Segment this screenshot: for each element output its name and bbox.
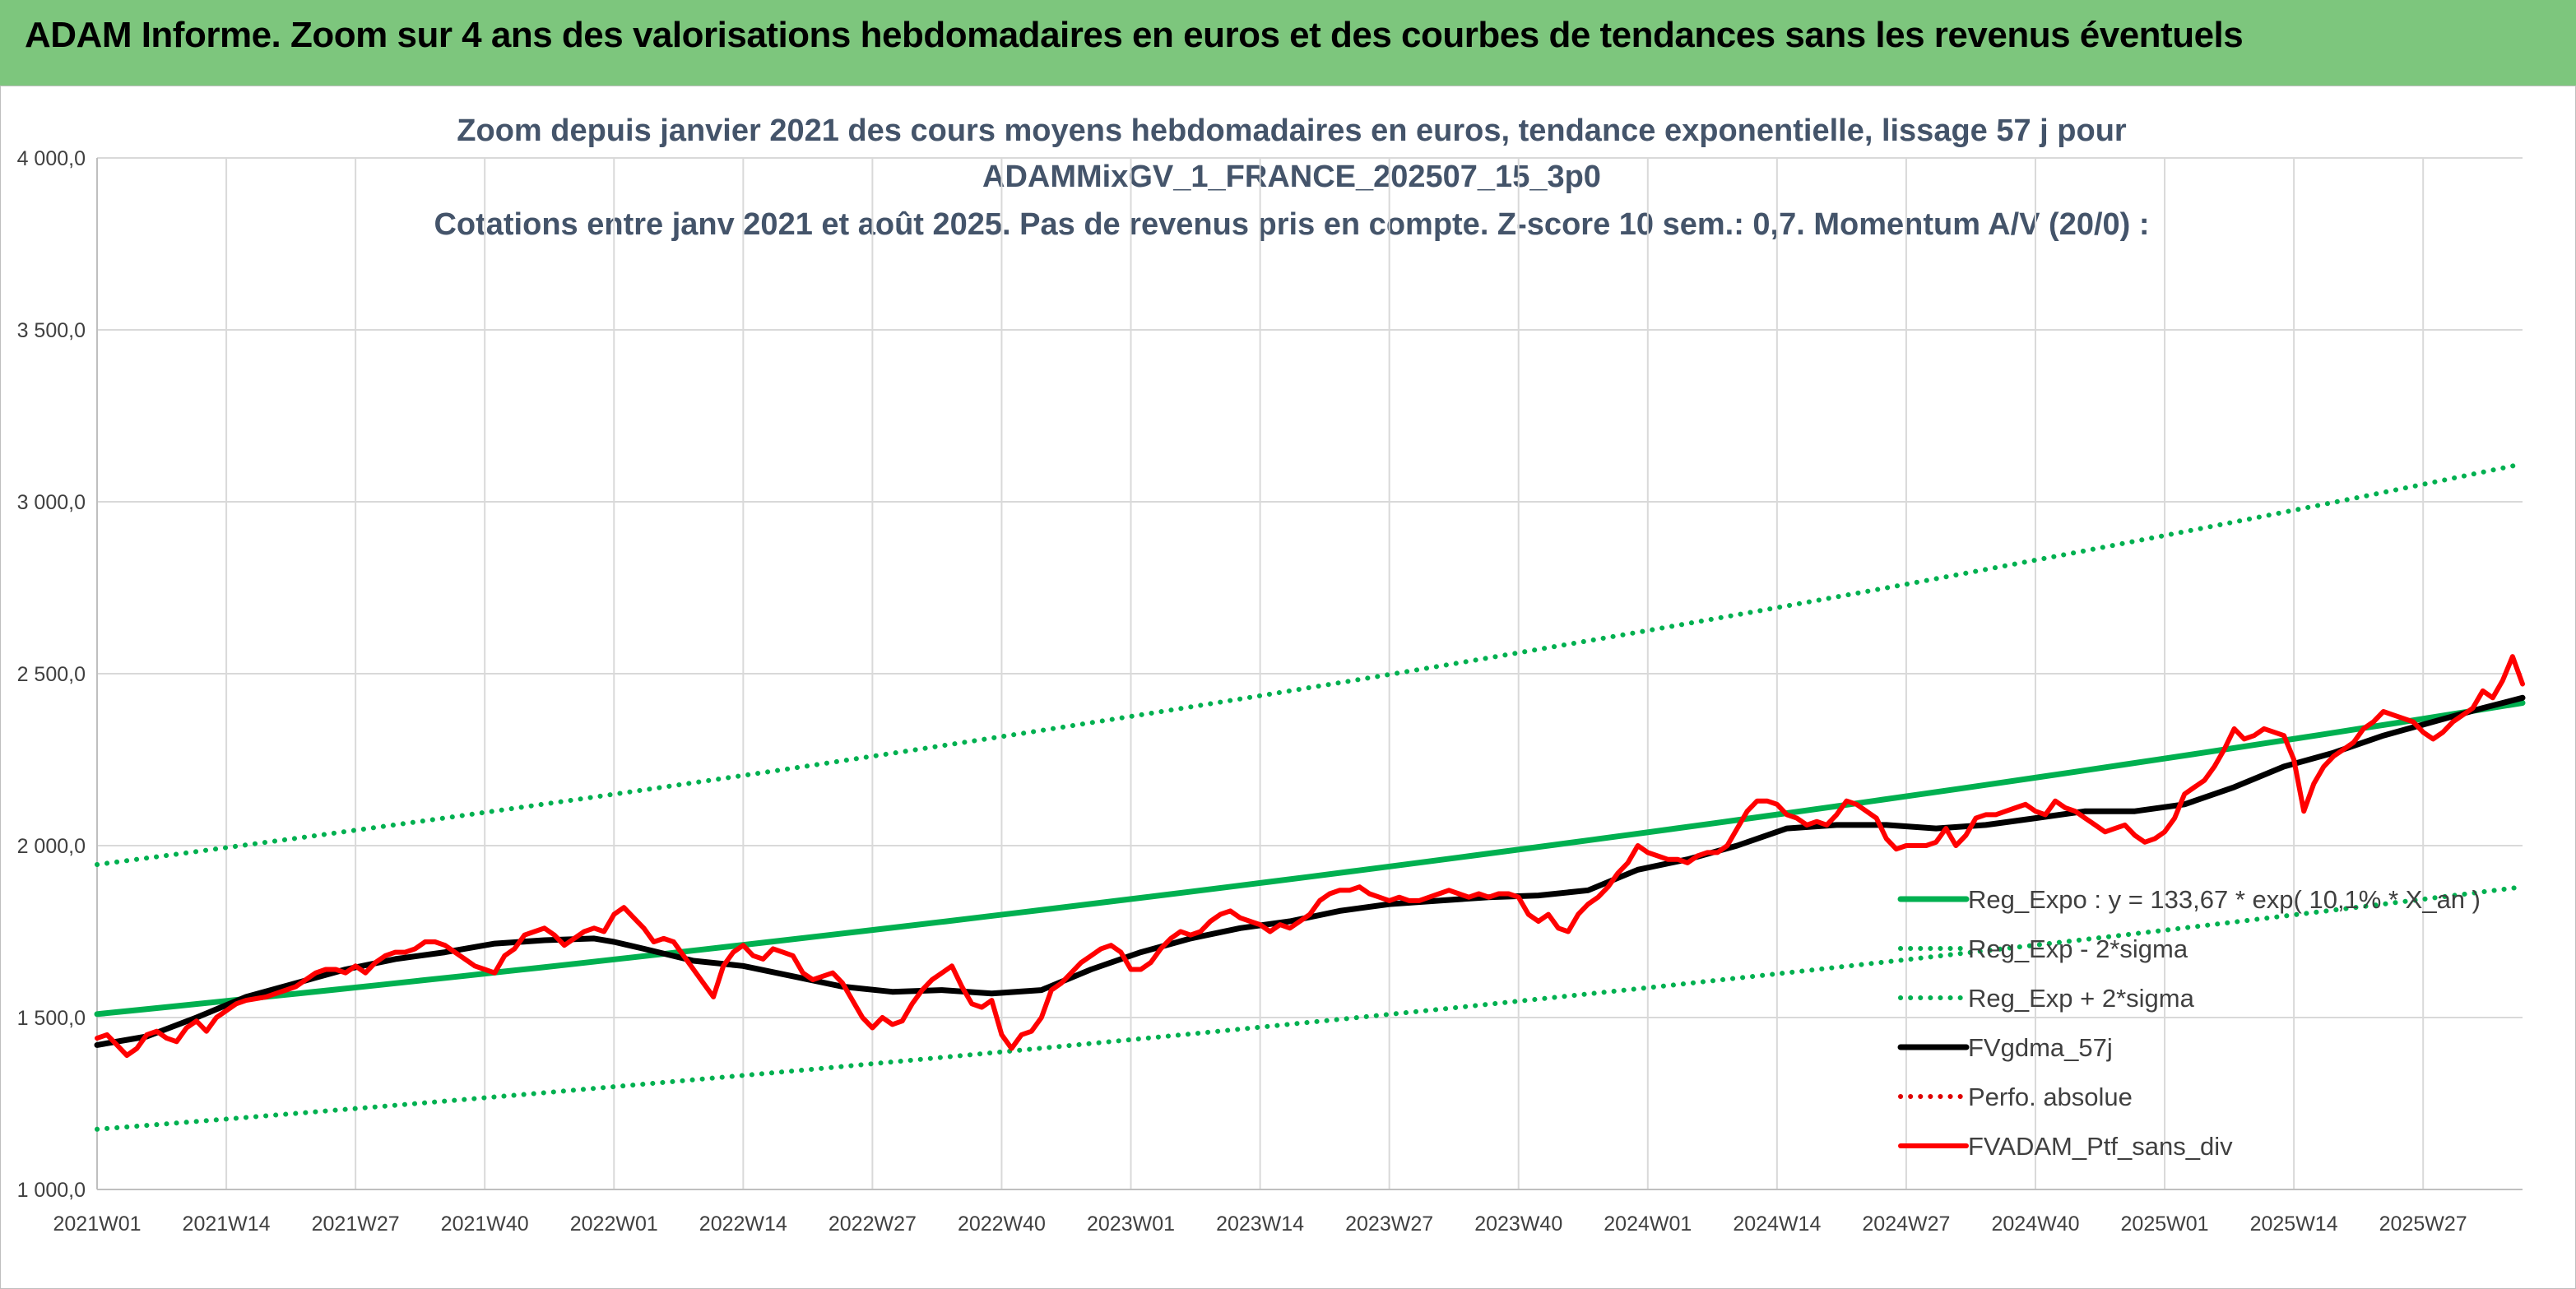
series-line-1 [95,884,2525,1132]
y-tick-label: 2 500,0 [17,663,86,686]
legend-label: Reg_Exp + 2*sigma [1968,984,2195,1013]
chart-area [0,86,2576,1289]
legend-label: Reg_Expo : y = 133,67 * exp( 10,1% * X_a… [1968,885,2481,914]
series-line-5 [95,654,2525,1058]
legend-label: FVgdma_57j [1968,1033,2113,1062]
header-banner: ADAM Informe. Zoom sur 4 ans des valoris… [0,0,2576,87]
y-tick-label: 4 000,0 [17,147,86,170]
x-tick-label: 2022W01 [570,1212,658,1236]
legend-label: Perfo. absolue [1968,1083,2133,1111]
y-tick-label: 3 500,0 [17,319,86,342]
x-tick-label: 2022W40 [958,1212,1046,1236]
x-tick-label: 2025W14 [2250,1212,2338,1236]
series-line-3 [94,694,2526,1048]
x-tick-label: 2024W40 [1991,1212,2079,1236]
x-tick-label: 2022W27 [828,1212,917,1236]
y-tick-label: 1 000,0 [17,1179,86,1202]
series-line-2 [95,461,2525,867]
series-line-0 [94,700,2526,1018]
legend-label: FVADAM_Ptf_sans_div [1968,1132,2233,1161]
x-tick-label: 2021W14 [183,1212,271,1236]
x-tick-label: 2024W14 [1733,1212,1821,1236]
page-title: ADAM Informe. Zoom sur 4 ans des valoris… [25,15,2244,55]
grid-lines [96,157,2523,1190]
x-tick-label: 2021W27 [312,1212,400,1236]
x-tick-label: 2021W40 [441,1212,529,1236]
x-tick-label: 2022W14 [699,1212,787,1236]
x-tick-label: 2024W27 [1862,1212,1950,1236]
x-tick-label: 2021W01 [53,1212,141,1236]
series-layer [94,461,2526,1132]
chart-title-line-1: Zoom depuis janvier 2021 des cours moyen… [457,114,2127,148]
y-tick-label: 3 000,0 [17,491,86,514]
x-tick-label: 2023W01 [1087,1212,1175,1236]
x-tick-label: 2023W14 [1216,1212,1304,1236]
chart-title-line-3: Cotations entre janv 2021 et août 2025. … [434,207,2150,242]
x-tick-label: 2023W40 [1474,1212,1562,1236]
x-tick-label: 2024W01 [1604,1212,1692,1236]
tick-labels: 1 000,0 1 500,0 2 000,0 2 500,0 3 000,0 3 500… [17,147,2467,1236]
x-tick-label: 2025W27 [2379,1212,2467,1236]
legend-label: Reg_Exp - 2*sigma [1968,934,2188,963]
x-tick-label: 2025W01 [2121,1212,2209,1236]
chart-title-line-2: ADAMMixGV_1_FRANCE_202507_15_3p0 [982,160,1601,194]
y-tick-label: 1 500,0 [17,1007,86,1030]
y-tick-label: 2 000,0 [17,835,86,858]
x-tick-label: 2023W27 [1345,1212,1433,1236]
legend: Reg_Expo : y = 133,67 * exp( 10,1% * X_a… [1897,885,2481,1161]
axes [96,158,2523,1190]
